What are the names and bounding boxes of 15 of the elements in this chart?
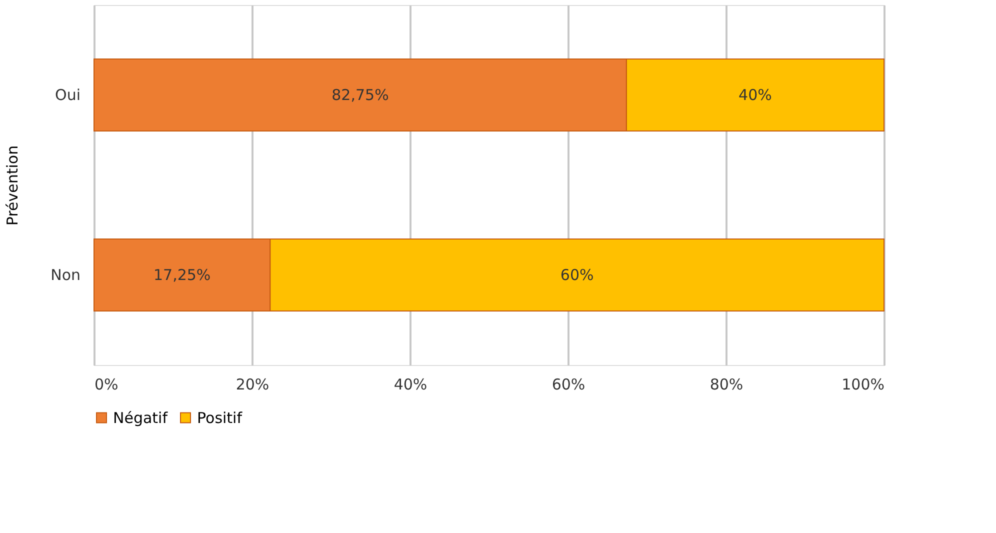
x-tick-label: 80% <box>710 376 744 394</box>
y-tick-label: Oui <box>55 86 80 104</box>
x-tick-label: 20% <box>236 376 270 394</box>
x-tick-label: 100% <box>842 376 884 394</box>
y-axis-title: Prévention <box>4 145 22 226</box>
legend-label: Positif <box>197 408 243 427</box>
annotation: 40% <box>738 86 772 104</box>
legend-label: Négatif <box>113 408 168 427</box>
x-tick-label: 40% <box>394 376 428 394</box>
x-tick-label: 0% <box>94 376 118 394</box>
annotation: 60% <box>560 266 594 284</box>
y-tick-label: Non <box>50 266 80 284</box>
x-tick-label: 60% <box>552 376 586 394</box>
annotation: 82,75% <box>332 86 389 104</box>
annotation: 17,25% <box>153 266 211 284</box>
